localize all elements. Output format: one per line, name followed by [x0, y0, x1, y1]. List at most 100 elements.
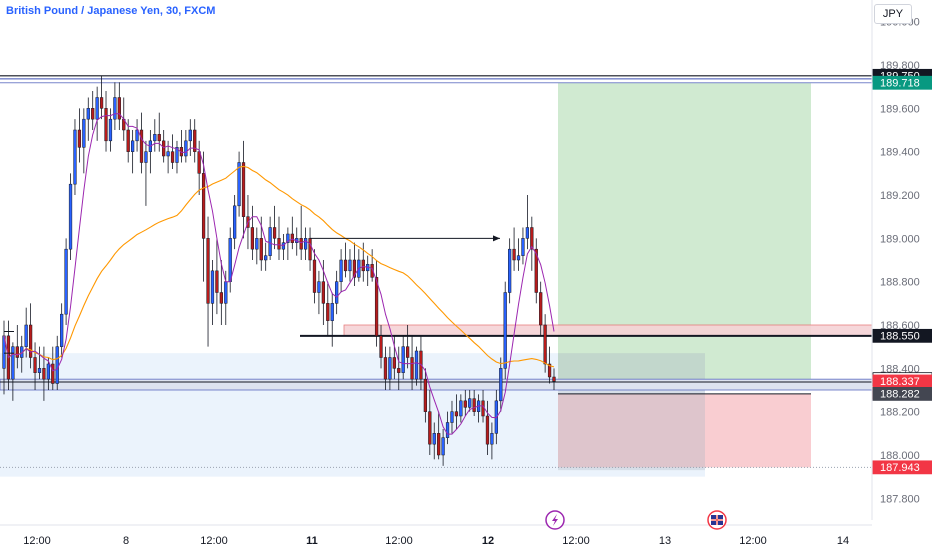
y-tick-label: 189.000 — [880, 233, 920, 245]
x-tick-label: 11 — [306, 535, 318, 547]
candle-body — [139, 129, 144, 163]
candle-body — [46, 363, 50, 380]
candle-body — [193, 129, 197, 152]
candle-body — [321, 281, 325, 304]
candle-body — [459, 400, 463, 417]
candle-body — [157, 134, 161, 142]
candle-body — [108, 118, 113, 142]
candle-body — [60, 313, 64, 347]
chart-title: British Pound / Japanese Yen, 30, FXCM — [6, 5, 216, 17]
candle-body — [104, 108, 108, 142]
candle-body — [539, 292, 543, 326]
price-label-text: 188.550 — [880, 330, 920, 342]
candle-body — [335, 281, 339, 304]
y-tick-label: 188.000 — [880, 450, 920, 462]
stop-zone — [558, 393, 811, 468]
candle-body — [299, 238, 303, 250]
price-label-box — [872, 328, 932, 343]
candle-body — [312, 259, 317, 293]
price-label-text: 187.943 — [880, 462, 920, 474]
candle-body — [113, 97, 117, 120]
price-label-text: 188.337 — [880, 376, 920, 388]
candle-body — [317, 281, 321, 293]
candle-body — [490, 433, 494, 445]
candle-body — [117, 97, 121, 120]
candle-body — [170, 151, 175, 163]
candle-body — [219, 292, 223, 304]
candle-body — [166, 151, 170, 157]
candle-body — [410, 357, 414, 380]
x-tick-label: 12:00 — [385, 535, 413, 547]
candle-body — [162, 140, 166, 157]
candle-body — [264, 255, 268, 261]
price-label-text: 188.282 — [880, 388, 920, 400]
candle-body — [414, 350, 419, 380]
x-tick-label: 12:00 — [562, 535, 590, 547]
candle-body — [153, 134, 157, 142]
candle-body — [11, 346, 15, 380]
supply-box — [343, 324, 873, 337]
y-tick-label: 189.200 — [880, 190, 920, 202]
candle-body — [77, 129, 82, 148]
x-tick-label: 12:00 — [739, 535, 767, 547]
candle-body — [472, 398, 476, 412]
candle-body — [379, 335, 383, 358]
candle-body — [303, 238, 308, 250]
candle-body — [530, 227, 534, 250]
candle-body — [197, 151, 201, 174]
y-tick-label: 189.400 — [880, 147, 920, 159]
candle-body — [42, 368, 46, 380]
candle-body — [290, 233, 294, 243]
candle-body — [91, 108, 95, 120]
candle-body — [397, 368, 401, 373]
y-tick-label: 189.600 — [880, 103, 920, 115]
candle-body — [144, 151, 148, 163]
candle-body — [131, 140, 135, 152]
candle-body — [463, 400, 467, 408]
y-tick-label: 187.800 — [880, 493, 920, 505]
x-tick-label: 12 — [482, 535, 494, 547]
candle-body — [361, 259, 365, 272]
candle-body — [552, 376, 556, 382]
lightning-glyph-icon — [552, 514, 558, 526]
candle-body — [24, 324, 28, 347]
candle-body — [184, 140, 188, 157]
arrow-head — [493, 235, 500, 242]
x-tick-label: 13 — [659, 535, 671, 547]
candle-body — [388, 357, 392, 380]
candle-body — [308, 238, 312, 261]
x-tick-label: 14 — [837, 535, 849, 547]
candle-body — [33, 357, 37, 373]
candle-body — [432, 433, 436, 445]
candle-body — [55, 346, 59, 384]
candle-body — [15, 346, 19, 358]
candle-body — [401, 346, 405, 373]
candle-body — [543, 324, 547, 365]
price-label-box — [872, 386, 932, 401]
candle-body — [241, 162, 246, 217]
candle-body — [339, 259, 343, 282]
currency-button[interactable]: JPY — [874, 4, 912, 24]
candle-body — [485, 415, 490, 445]
candle-body — [525, 227, 530, 239]
candle-body — [99, 97, 104, 109]
candle-body — [188, 129, 192, 142]
candle-body — [272, 227, 277, 239]
candle-body — [383, 357, 388, 380]
candle-body — [237, 162, 241, 207]
candle-body — [268, 227, 272, 256]
candle-body — [521, 238, 525, 256]
x-tick-label: 12:00 — [23, 535, 51, 547]
candle-body — [135, 129, 139, 142]
candle-body — [250, 227, 255, 250]
candle-body — [499, 368, 503, 402]
y-tick-label: 188.800 — [880, 277, 920, 289]
price-label-text: 189.718 — [880, 77, 920, 89]
candle-body — [95, 97, 99, 120]
candle-body — [215, 270, 219, 293]
candle-body — [206, 238, 210, 304]
candle-body — [534, 248, 538, 293]
candle-body — [352, 259, 357, 278]
